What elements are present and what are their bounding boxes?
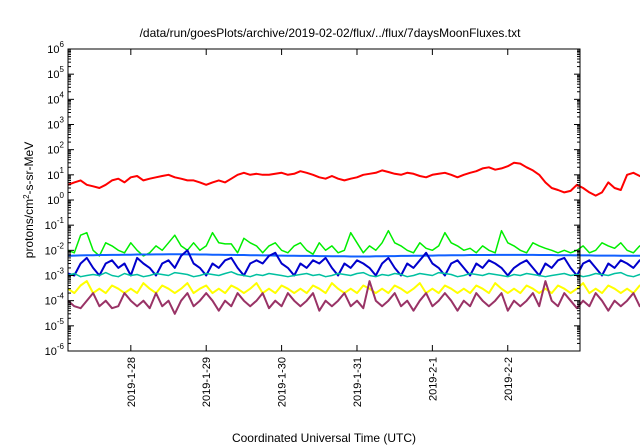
x-tick-label: 2019-1-28 — [126, 357, 138, 407]
y-tick-label: 100 — [47, 191, 64, 207]
y-tick-label: 104 — [47, 90, 64, 106]
y-tick-label: 10-1 — [45, 216, 65, 232]
x-tick-label: 2019-2-1 — [427, 357, 439, 401]
y-tick-label: 106 — [47, 40, 64, 56]
y-tick-label: 10-2 — [45, 241, 65, 257]
y-axis-label: protons/cm2-s-sr-MeV — [22, 142, 37, 258]
series-line-5 — [67, 280, 640, 295]
chart-title: /data/run/goesPlots/archive/2019-02-02/f… — [140, 26, 522, 40]
y-tick-label: 10-4 — [45, 292, 65, 308]
x-tick-label: 2019-2-2 — [503, 357, 515, 401]
x-axis-label: Coordinated Universal Time (UTC) — [232, 431, 416, 445]
x-tick-label: 2019-1-30 — [277, 357, 289, 407]
plot-frame — [67, 48, 581, 352]
series-line-2 — [67, 253, 640, 258]
y-tick-label: 10-3 — [45, 267, 65, 283]
series-line-4 — [67, 271, 640, 278]
series-line-6 — [67, 280, 640, 315]
series-line-3 — [67, 249, 640, 277]
series-line-1 — [67, 229, 640, 257]
series-line-0 — [67, 161, 640, 197]
x-tick-label: 2019-1-31 — [352, 357, 364, 407]
y-tick-label: 10-5 — [45, 317, 65, 333]
y-tick-label: 105 — [47, 65, 64, 81]
y-tick-label: 10-6 — [45, 342, 65, 358]
y-tick-label: 101 — [47, 166, 64, 182]
series-layer — [67, 161, 640, 315]
x-tick-label: 2019-1-29 — [201, 357, 213, 407]
y-tick-label: 102 — [47, 141, 64, 157]
ticks-layer: 10-6 10-5 10-4 10-3 10-2 10-1 100 101 102 103 104 1… — [45, 40, 580, 407]
y-tick-label: 103 — [47, 116, 64, 132]
